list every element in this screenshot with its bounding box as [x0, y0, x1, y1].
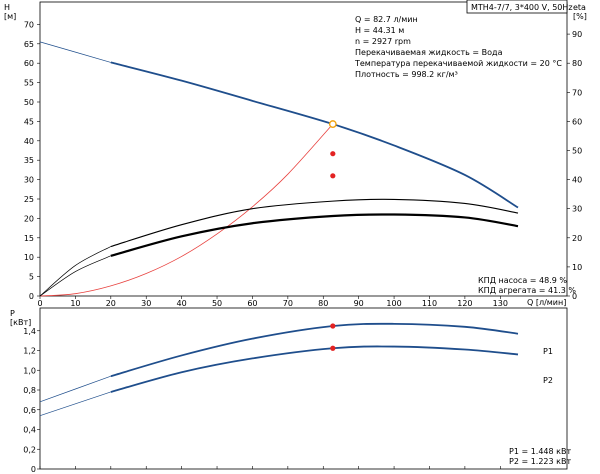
power-point-marker: [330, 323, 336, 329]
top-plot-frame: [39, 1, 568, 297]
unit-efficiency-curve-low-flow: [39, 255, 111, 297]
p-tick-label: 0,8: [23, 386, 36, 395]
info-line-temperature: Температура перекачиваемой жидкости = 20…: [354, 59, 562, 68]
duty-point-marker: [328, 120, 337, 128]
pump-efficiency-curve: [110, 198, 519, 248]
p-tick-label: 0,2: [23, 445, 36, 454]
pump-efficiency-text: КПД насоса = 48.9 %: [478, 276, 567, 285]
info-line-liquid: Перекачиваемая жидкость = Вода: [355, 48, 503, 57]
top-y-axis-label: H [м]: [4, 3, 16, 21]
p-tick-label: 1,4: [23, 327, 36, 336]
p2-curve-low-flow: [39, 391, 111, 417]
x-tick-label: 90: [354, 299, 364, 308]
bottom-series-group: [39, 322, 519, 417]
y2-tick-label: 90: [572, 30, 582, 39]
p-tick-label: 1,2: [23, 347, 36, 356]
bottom-y-axis-label: P [кВт]: [10, 309, 31, 327]
x-tick-label: 110: [422, 299, 437, 308]
axis-label-line: [м]: [4, 12, 16, 21]
y2-tick-label: 20: [572, 234, 582, 243]
x-tick-label: 30: [141, 299, 151, 308]
y2-tick-label: 80: [572, 59, 582, 68]
top-axis-ticks: 0 5 10 15 20 25 30 35 40 45 50 55 60 65 70 0 10 20 30 40 50 6…: [24, 20, 582, 308]
info-line-speed: n = 2927 rpm: [355, 37, 411, 46]
y2-tick-label: 30: [572, 205, 582, 214]
x-tick-label: 40: [177, 299, 187, 308]
x-tick-label: 10: [70, 299, 80, 308]
x-tick-label: 0: [37, 299, 42, 308]
p2-curve: [110, 345, 519, 393]
operating-markers: [328, 120, 337, 351]
x-tick-label: 70: [283, 299, 293, 308]
y-tick-label: 35: [24, 156, 34, 165]
y2-tick-label: 70: [572, 88, 582, 97]
y2-tick-label: 60: [572, 117, 582, 126]
head-curve: [110, 61, 519, 209]
x-tick-label: 60: [247, 299, 257, 308]
y-tick-label: 10: [24, 253, 34, 262]
p-tick-label: 1,0: [23, 366, 36, 375]
top-y2-axis-label: eta [%]: [573, 3, 587, 21]
system-curve: [39, 123, 334, 297]
y-tick-label: 0: [29, 292, 34, 301]
info-line-density: Плотность = 998.2 кг/м³: [355, 70, 458, 79]
y2-tick-label: 10: [572, 263, 582, 272]
p-tick-label: 0,6: [23, 406, 36, 415]
top-series-group: [39, 41, 519, 297]
title-box: [466, 0, 568, 14]
info-line-flow: Q = 82.7 л/мин: [355, 15, 418, 24]
chart-title: MTH4-7/7, 3*400 V, 50Hz: [471, 3, 573, 12]
x-tick-label: 130: [493, 299, 508, 308]
p2-series-label: P2: [543, 376, 553, 385]
axis-label-line: P: [10, 309, 15, 318]
head-curve-low-flow: [39, 41, 111, 63]
x-tick-label: 120: [457, 299, 472, 308]
power-point-marker: [330, 345, 336, 351]
p2-value-text: P2 = 1.223 кВт: [509, 457, 571, 466]
axis-label-line: H: [4, 3, 10, 12]
y2-tick-label: 50: [572, 147, 582, 156]
duty-info-block: Q = 82.7 л/мин H = 44.31 м n = 2927 rpm …: [354, 15, 562, 79]
y2-tick-label: 0: [572, 292, 577, 301]
y-tick-label: 60: [24, 59, 34, 68]
efficiency-point-marker: [330, 151, 336, 157]
axis-label-line: [кВт]: [10, 318, 31, 327]
x-tick-label: 100: [386, 299, 401, 308]
p-tick-label: 0: [31, 465, 36, 474]
unit-efficiency-curve: [110, 213, 519, 257]
p-tick-label: 0,4: [23, 426, 36, 435]
power-info-block: P1 = 1.448 кВт P2 = 1.223 кВт: [509, 447, 571, 466]
y-tick-label: 5: [29, 273, 34, 282]
p1-value-text: P1 = 1.448 кВт: [509, 447, 571, 456]
info-line-head: H = 44.31 м: [355, 26, 404, 35]
top-x-axis-label: Q [л/мин]: [527, 298, 566, 307]
y2-tick-label: 40: [572, 176, 582, 185]
p1-curve: [110, 322, 519, 378]
efficiency-info-block: КПД насоса = 48.9 % КПД агрегата = 41.3 …: [478, 276, 576, 295]
unit-efficiency-text: КПД агрегата = 41.3 %: [478, 286, 576, 295]
x-tick-label: 20: [106, 299, 116, 308]
y-tick-label: 50: [24, 98, 34, 107]
bottom-axis-ticks: 0 0,2 0,4 0,6 0,8 1,0 1,2 1,4: [23, 327, 501, 474]
axis-label-line: eta: [573, 3, 586, 12]
y-tick-label: 55: [24, 79, 34, 88]
y-tick-label: 45: [24, 117, 34, 126]
y-tick-label: 70: [24, 20, 34, 29]
x-tick-label: 80: [318, 299, 328, 308]
y-tick-label: 40: [24, 137, 34, 146]
y-tick-label: 65: [24, 40, 34, 49]
y-tick-label: 30: [24, 176, 34, 185]
y-tick-label: 15: [24, 234, 34, 243]
x-tick-label: 50: [212, 299, 222, 308]
pump-efficiency-curve-low-flow: [39, 246, 111, 297]
y-tick-label: 20: [24, 214, 34, 223]
y-tick-label: 25: [24, 195, 34, 204]
p1-curve-low-flow: [39, 375, 111, 403]
bottom-plot-frame: [39, 307, 568, 470]
efficiency-point-marker: [330, 173, 336, 179]
axis-label-line: [%]: [573, 12, 587, 21]
p1-series-label: P1: [543, 347, 553, 356]
